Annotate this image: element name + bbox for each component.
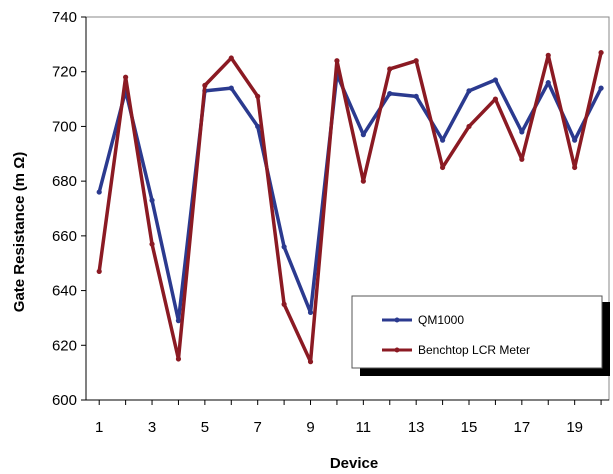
series-line-qm1000 (97, 72, 603, 323)
y-axis: 600 620 640 660 680 700 720 740 (52, 9, 87, 409)
data-point-benchtop-lcr-meter (387, 66, 393, 72)
legend-marker-qm1000 (394, 317, 400, 323)
data-point-qm1000 (96, 189, 102, 195)
y-tick-label: 600 (52, 392, 77, 409)
data-point-qm1000 (228, 85, 234, 91)
data-point-benchtop-lcr-meter (572, 164, 578, 171)
data-point-benchtop-lcr-meter (598, 49, 604, 56)
data-point-benchtop-lcr-meter (228, 55, 234, 61)
data-point-benchtop-lcr-meter (255, 93, 261, 99)
legend-box (351, 295, 603, 369)
data-point-benchtop-lcr-meter (202, 82, 208, 88)
data-point-qm1000 (413, 93, 419, 99)
x-tick-label: 3 (148, 419, 156, 436)
x-tick-label: 5 (201, 419, 209, 436)
data-point-qm1000 (175, 318, 182, 324)
y-tick-label: 740 (52, 9, 77, 26)
legend-label-qm1000: QM1000 (418, 313, 464, 327)
x-axis-title: Device (330, 455, 378, 472)
y-axis-title: Gate Resistance (m Ω) (11, 152, 28, 312)
data-point-benchtop-lcr-meter (413, 58, 419, 64)
data-point-benchtop-lcr-meter (96, 268, 102, 275)
data-point-qm1000 (360, 132, 366, 138)
series-line-benchtop-lcr-meter (97, 52, 603, 364)
data-point-qm1000 (439, 137, 446, 143)
data-point-qm1000 (281, 244, 287, 250)
data-point-benchtop-lcr-meter (360, 178, 366, 184)
data-point-benchtop-lcr-meter (175, 356, 182, 362)
y-tick-label: 680 (52, 173, 77, 190)
data-point-qm1000 (545, 80, 551, 86)
y-tick-label: 620 (52, 337, 77, 354)
x-tick-label: 19 (566, 419, 583, 436)
legend-marker-benchtop-lcr-meter (394, 347, 400, 353)
x-axis: 1 3 5 7 9 11 13 15 17 19 (86, 399, 609, 436)
x-tick-label: 1 (95, 419, 103, 436)
x-tick-label: 13 (408, 419, 425, 436)
data-point-benchtop-lcr-meter (281, 301, 287, 307)
data-point-qm1000 (492, 77, 499, 83)
series-layer (96, 49, 604, 365)
y-tick-label: 660 (52, 228, 77, 245)
data-point-benchtop-lcr-meter (334, 58, 340, 64)
data-point-qm1000 (149, 197, 155, 203)
data-point-benchtop-lcr-meter (545, 52, 551, 58)
x-tick-label: 15 (461, 419, 478, 436)
data-point-qm1000 (307, 309, 314, 316)
data-point-benchtop-lcr-meter (149, 241, 155, 247)
y-tick-label: 640 (52, 283, 77, 300)
data-point-qm1000 (255, 123, 261, 130)
x-tick-label: 7 (254, 419, 262, 436)
x-tick-label: 9 (306, 419, 314, 436)
data-point-benchtop-lcr-meter (492, 96, 499, 102)
data-point-qm1000 (519, 129, 525, 135)
data-point-benchtop-lcr-meter (466, 123, 472, 130)
legend-label-benchtop-lcr-meter: Benchtop LCR Meter (418, 343, 530, 357)
data-point-qm1000 (572, 137, 578, 143)
data-point-qm1000 (466, 88, 472, 94)
data-point-qm1000 (387, 91, 393, 97)
data-point-benchtop-lcr-meter (307, 359, 314, 365)
x-tick-label: 17 (513, 419, 530, 436)
y-tick-label: 700 (52, 118, 77, 135)
legend: QM1000 Benchtop LCR Meter (351, 295, 610, 376)
data-point-benchtop-lcr-meter (439, 164, 446, 171)
data-point-qm1000 (598, 85, 604, 91)
data-point-benchtop-lcr-meter (519, 156, 525, 162)
x-tick-label: 11 (356, 419, 372, 436)
data-point-benchtop-lcr-meter (123, 74, 129, 80)
y-tick-label: 720 (52, 64, 77, 81)
